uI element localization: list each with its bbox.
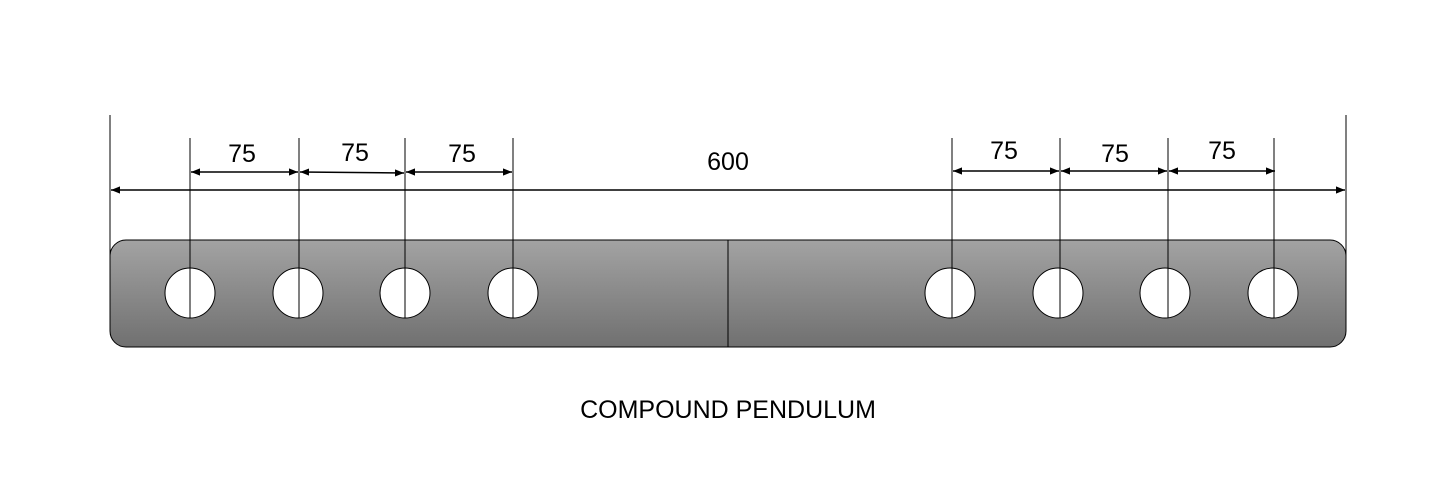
right-holes: [924, 267, 1299, 319]
spacing-dimension-label: 75: [341, 139, 369, 167]
left-spacing-dimensions: 75 75 75: [191, 139, 512, 177]
spacing-dimension-label: 75: [228, 140, 256, 168]
hole: [1139, 267, 1191, 319]
spacing-dimension-line: [299, 168, 405, 177]
hole: [1032, 267, 1084, 319]
diagram-title: COMPOUND PENDULUM: [580, 396, 876, 424]
spacing-dimension-label: 75: [1208, 137, 1236, 165]
hole: [924, 267, 976, 319]
spacing-dimension-label: 75: [1101, 140, 1129, 168]
right-spacing-dimensions: 75 75 75: [953, 137, 1275, 175]
hole: [272, 267, 324, 319]
hole: [1247, 267, 1299, 319]
spacing-dimension-label: 75: [990, 137, 1018, 165]
overall-dimension-label: 600: [707, 148, 749, 176]
spacing-dimension-label: 75: [448, 140, 476, 168]
